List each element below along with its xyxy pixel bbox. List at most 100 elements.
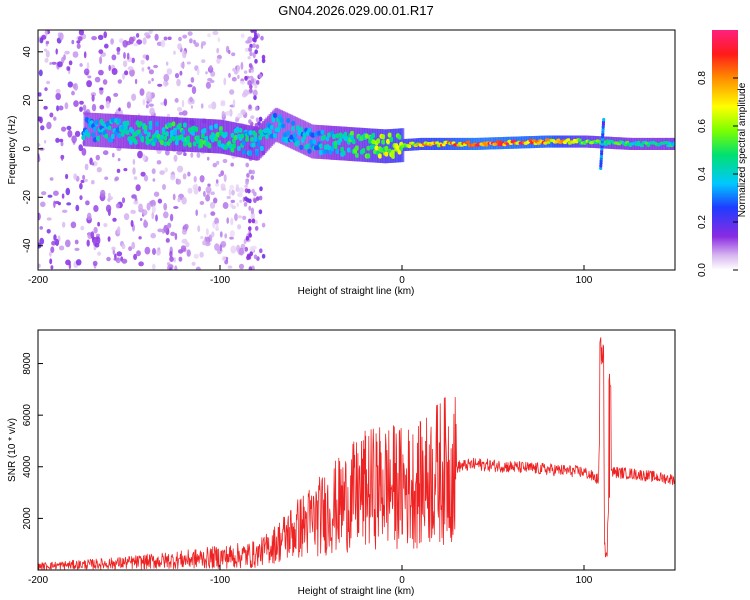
- noise-speckle: [248, 104, 252, 110]
- noise-speckle: [165, 149, 170, 156]
- noise-speckle: [177, 43, 183, 50]
- band-core-cell: [364, 133, 370, 139]
- band-core-cell: [330, 146, 335, 152]
- band-halo-cell: [194, 118, 198, 153]
- band-core-cell: [322, 134, 327, 140]
- noise-speckle: [200, 43, 204, 49]
- noise-speckle: [261, 253, 266, 259]
- band-core-cell: [286, 118, 291, 124]
- colorbar-tick-label: 0.2: [697, 215, 708, 229]
- band-halo-cell: [381, 129, 385, 164]
- noise-speckle: [176, 78, 181, 87]
- noise-speckle: [186, 249, 191, 257]
- noise-speckle: [228, 72, 231, 78]
- noise-speckle: [258, 195, 263, 201]
- y-tick-label: 2000: [22, 507, 33, 530]
- noise-speckle: [116, 168, 121, 173]
- noise-speckle: [151, 168, 156, 175]
- noise-speckle: [176, 106, 183, 112]
- band-halo-cell: [324, 125, 328, 160]
- band-core-cell: [228, 143, 234, 149]
- noise-speckle: [128, 36, 134, 45]
- noise-speckle: [73, 100, 79, 107]
- noise-speckle: [176, 150, 183, 156]
- noise-speckle: [205, 71, 208, 75]
- band-core-cell: [312, 139, 317, 145]
- noise-speckle: [222, 202, 229, 209]
- noise-speckle: [46, 121, 52, 130]
- noise-speckle: [46, 217, 52, 221]
- band-halo-cell: [86, 112, 90, 147]
- noise-speckle: [143, 174, 149, 182]
- noise-speckle: [83, 51, 87, 59]
- band-halo-cell: [224, 120, 228, 155]
- noise-speckle: [254, 49, 258, 55]
- band-core-cell: [318, 143, 324, 149]
- band-core-cell: [397, 134, 402, 140]
- noise-speckle: [105, 100, 111, 109]
- noise-speckle: [229, 230, 235, 238]
- noise-speckle: [178, 111, 184, 116]
- noise-speckle: [49, 62, 52, 65]
- band-halo-cell: [90, 112, 94, 147]
- noise-speckle: [57, 61, 63, 68]
- band-core-cell: [117, 133, 122, 139]
- noise-speckle: [78, 30, 84, 36]
- noise-speckle: [230, 217, 234, 226]
- noise-speckle: [41, 191, 47, 196]
- noise-speckle: [142, 153, 146, 161]
- noise-speckle: [39, 37, 44, 44]
- noise-speckle: [163, 224, 168, 233]
- noise-speckle: [226, 196, 231, 199]
- noise-speckle: [248, 169, 253, 175]
- noise-speckle: [222, 158, 228, 164]
- noise-speckle: [55, 238, 60, 247]
- noise-speckle: [179, 70, 183, 76]
- noise-speckle: [182, 34, 188, 39]
- noise-speckle: [60, 141, 64, 147]
- noise-speckle: [169, 250, 173, 258]
- band-core-cell: [349, 130, 355, 136]
- noise-speckle: [180, 245, 187, 252]
- noise-speckle: [250, 115, 255, 119]
- noise-speckle: [61, 126, 67, 132]
- noise-speckle: [182, 50, 187, 59]
- noise-speckle: [163, 211, 169, 219]
- noise-speckle: [205, 186, 212, 194]
- band-halo-cell: [355, 127, 359, 162]
- band-core-cell: [110, 117, 116, 123]
- noise-speckle: [71, 90, 75, 96]
- noise-speckle: [192, 184, 198, 191]
- band-core-cell: [177, 122, 183, 128]
- noise-speckle: [61, 154, 64, 161]
- noise-speckle: [75, 259, 82, 266]
- band-core-cell: [543, 141, 548, 145]
- band-core-cell: [495, 140, 501, 144]
- band-core-cell: [200, 133, 206, 139]
- noise-speckle: [67, 81, 74, 88]
- noise-speckle: [62, 221, 66, 228]
- noise-speckle: [138, 203, 143, 212]
- noise-speckle: [216, 160, 220, 165]
- noise-speckle: [183, 223, 189, 230]
- noise-speckle: [191, 261, 196, 266]
- noise-speckle: [152, 248, 156, 255]
- band-core-cell: [125, 129, 130, 135]
- band-core-cell: [192, 141, 198, 147]
- band-core-cell: [639, 144, 645, 148]
- y-tick-label: 8000: [22, 352, 33, 375]
- band-core-cell: [96, 135, 101, 142]
- noise-speckle: [206, 156, 210, 161]
- noise-speckle: [230, 199, 235, 203]
- noise-speckle: [169, 213, 174, 222]
- noise-speckle: [151, 78, 154, 82]
- noise-speckle: [210, 211, 216, 216]
- noise-speckle: [130, 209, 135, 214]
- band-core-cell: [86, 132, 91, 138]
- noise-speckle: [250, 175, 255, 180]
- noise-speckle: [207, 183, 211, 187]
- band-core-cell: [292, 132, 297, 138]
- snr-series-line: [38, 337, 675, 570]
- band-core-cell: [603, 142, 609, 146]
- noise-speckle: [212, 30, 219, 36]
